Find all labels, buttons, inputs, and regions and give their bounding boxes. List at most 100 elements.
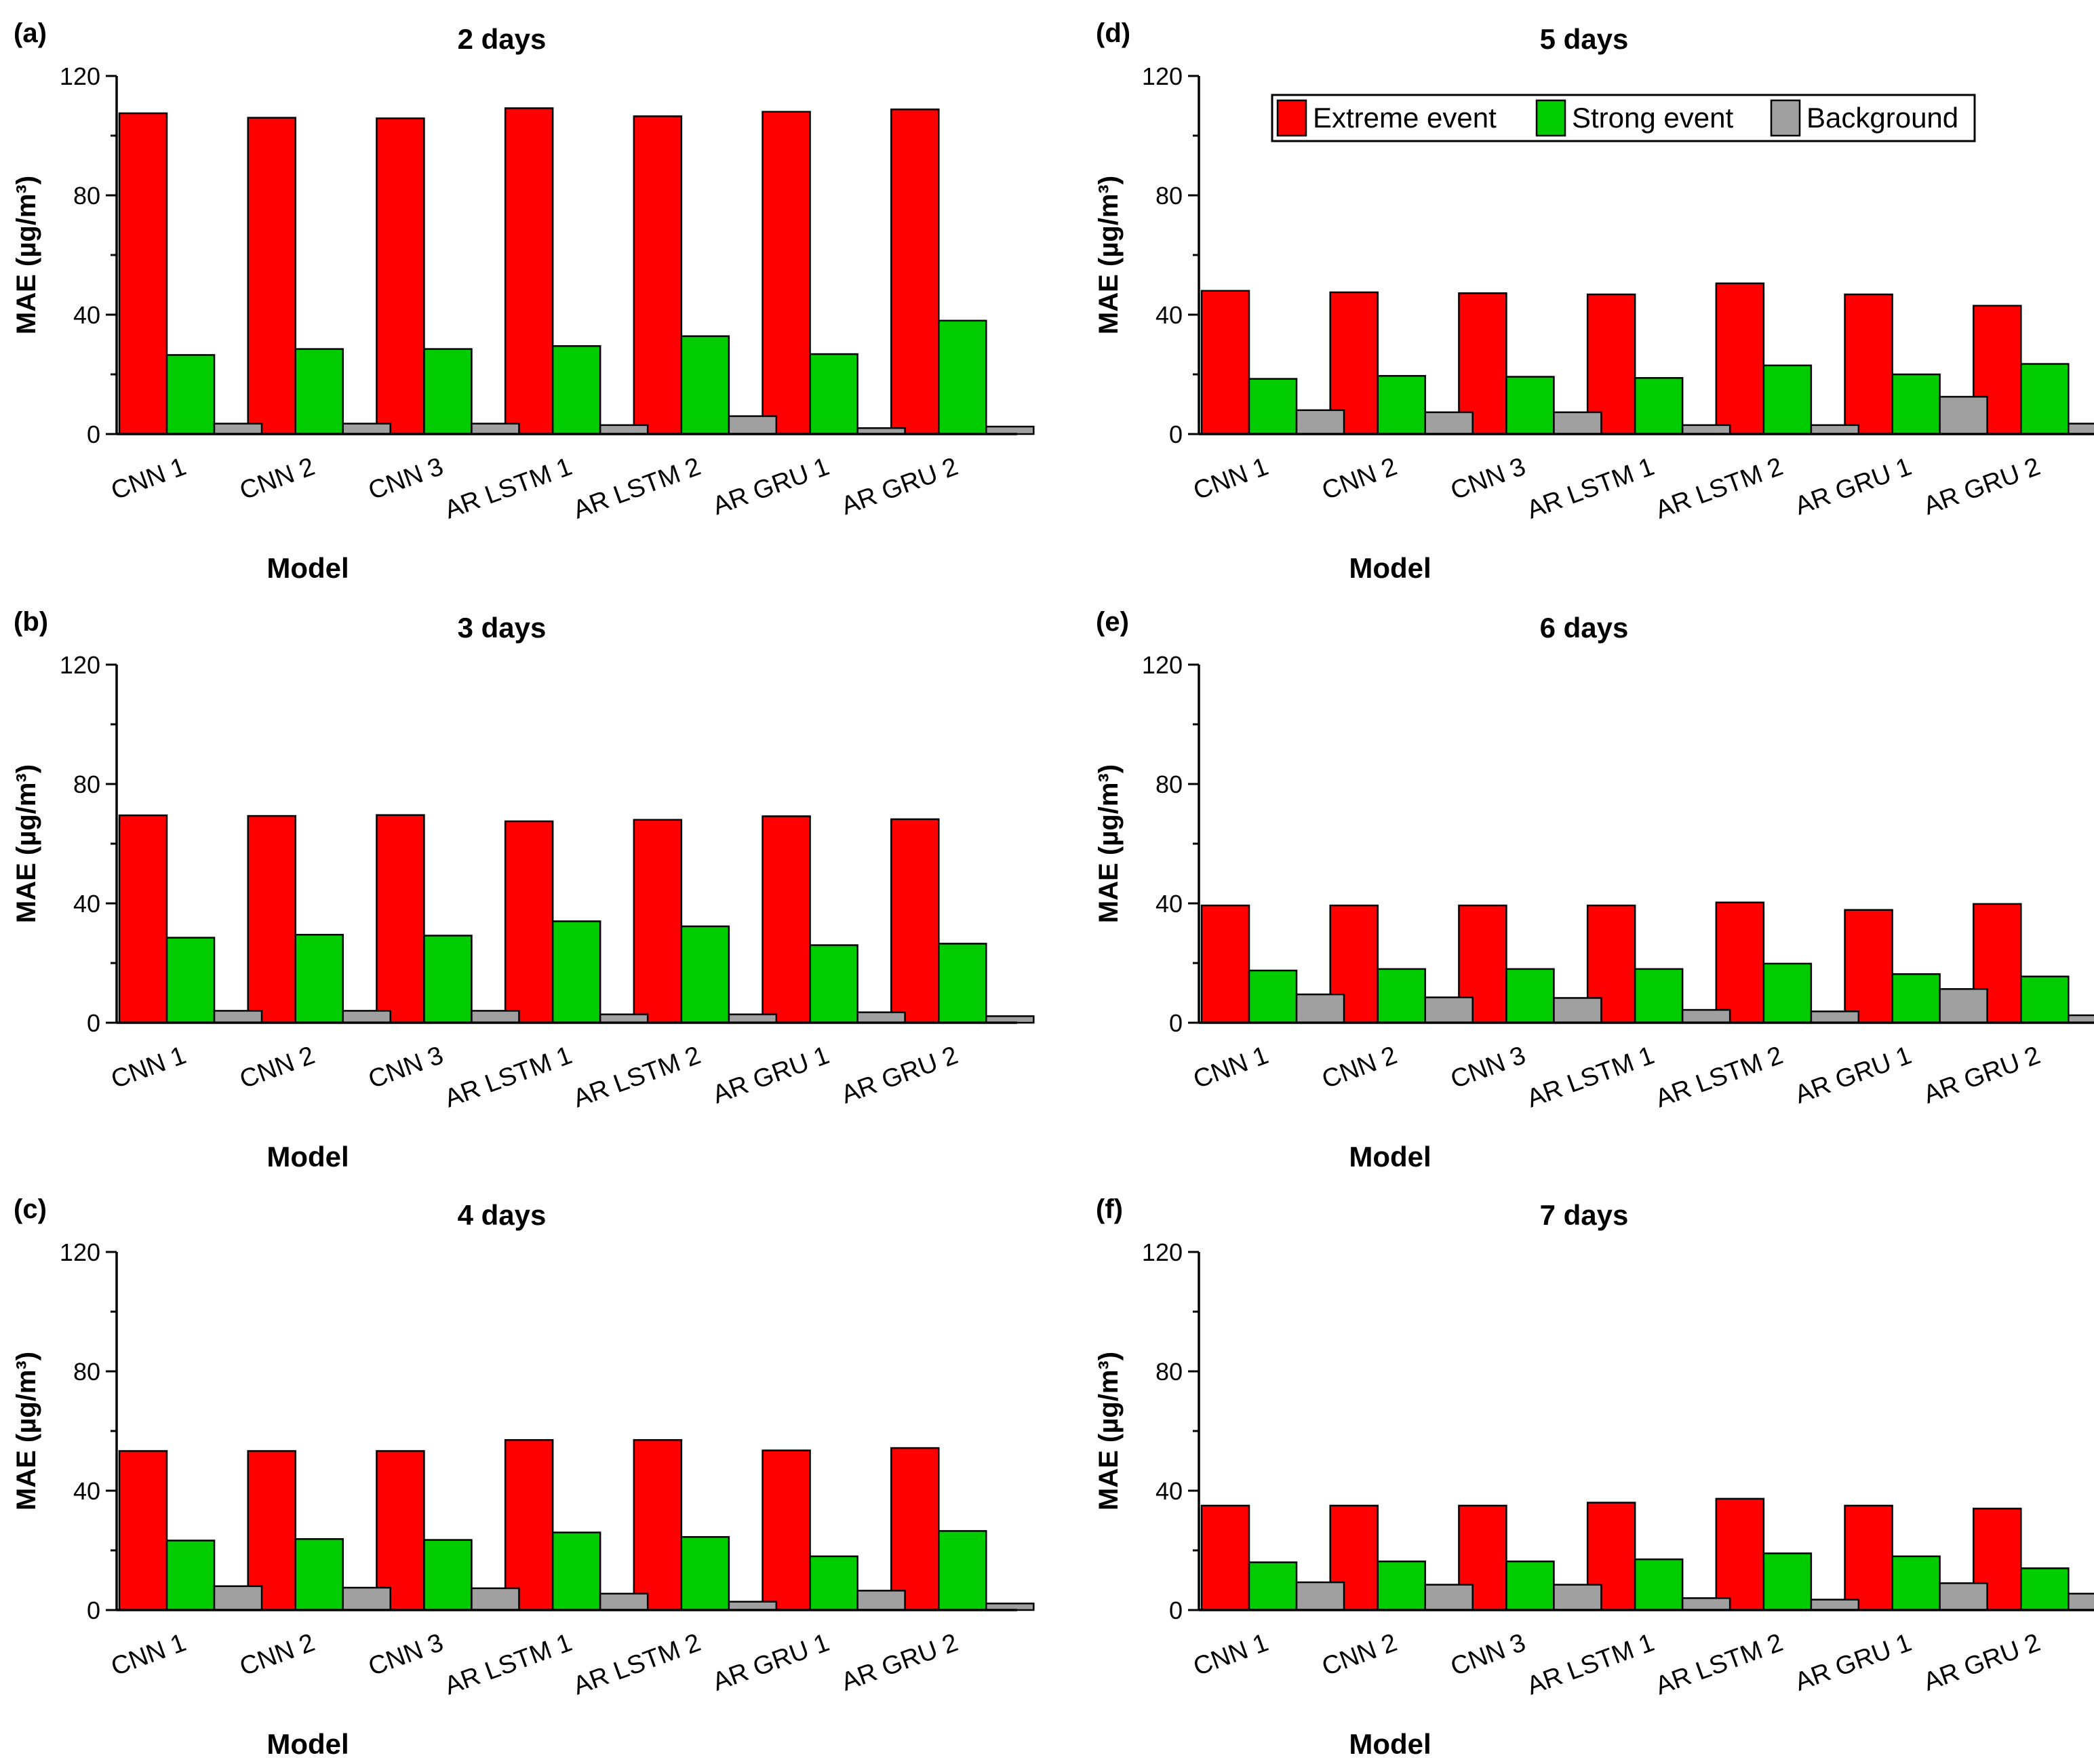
x-tick-label: AR GRU 1 [709, 1041, 833, 1110]
x-tick-label: CNN 1 [107, 452, 190, 505]
bar-strong-event [1248, 378, 1298, 435]
x-tick-label: AR GRU 1 [1791, 452, 1915, 521]
chart-title: 4 days [458, 1199, 547, 1231]
x-tick-label: CNN 1 [1189, 1041, 1272, 1094]
bar-background [1810, 424, 1860, 435]
y-tick-label: 0 [87, 420, 100, 448]
x-tick-label: AR LSTM 1 [1523, 1041, 1658, 1114]
bar-background [1810, 1011, 1860, 1024]
y-tick-label: 40 [1155, 890, 1183, 918]
chart-panel-4-days: (c) 4 days MAE (µg/m³) 0 40 80 120 CNN 1 CNN 2 CN… [12, 1194, 1035, 1760]
bar-background [728, 1601, 778, 1611]
bar-strong-event [1377, 1561, 1426, 1611]
y-tick-label: 0 [1169, 1009, 1183, 1037]
bar-strong-event [1762, 962, 1813, 1024]
y-tick-label: 120 [1142, 62, 1183, 90]
y-tick-label: 0 [1169, 1596, 1183, 1624]
bar-extreme-event [633, 115, 683, 435]
bar-extreme-event [504, 107, 554, 435]
bar-extreme-event [1715, 1497, 1765, 1611]
y-tick-label: 40 [1155, 1477, 1183, 1505]
x-tick-label: CNN 1 [107, 1041, 190, 1094]
bar-strong-event [938, 319, 987, 435]
panel-label: (a) [14, 18, 47, 48]
bar-background [1424, 411, 1474, 435]
bar-extreme-event [376, 814, 425, 1024]
bar-background [1939, 1582, 1988, 1611]
y-axis-label: MAE (µg/m³) [12, 176, 41, 334]
y-tick-label: 80 [1155, 1358, 1183, 1386]
bar-strong-event [1248, 969, 1298, 1024]
y-axis-label: MAE (µg/m³) [1094, 1352, 1124, 1510]
bar-background [471, 1587, 520, 1611]
x-tick-label: AR LSTM 2 [570, 452, 705, 525]
bar-strong-event [1377, 968, 1426, 1024]
bar-background [856, 1590, 906, 1611]
bar-background [728, 415, 778, 435]
chart-title: 7 days [1540, 1199, 1629, 1231]
x-tick-label: AR LSTM 1 [441, 452, 576, 525]
x-tick-label: AR GRU 2 [1920, 1041, 2044, 1110]
bar-background [1553, 1584, 1602, 1611]
x-tick-label: AR LSTM 1 [441, 1628, 576, 1701]
y-axis-label: MAE (µg/m³) [1094, 764, 1124, 923]
chart-panel-3-days: (b) 3 days MAE (µg/m³) 0 40 80 120 CNN 1 CNN 2 CN… [12, 607, 1035, 1173]
bar-extreme-event [890, 818, 940, 1024]
chart-panel-6-days: (e) 6 days MAE (µg/m³) 0 40 80 120 CNN 1 CNN 2 CN… [1094, 607, 2094, 1173]
bar-extreme-event [1458, 292, 1507, 435]
bar-strong-event [423, 348, 473, 435]
bar-extreme-event [890, 1447, 940, 1611]
y-tick-label: 120 [1142, 1238, 1183, 1266]
bar-background [1295, 1581, 1345, 1611]
y-tick-label: 80 [73, 1358, 100, 1386]
x-tick-label: AR GRU 1 [709, 452, 833, 521]
y-axis-label: MAE (µg/m³) [12, 764, 41, 923]
x-tick-label: CNN 2 [236, 1041, 319, 1094]
chart-panel-2-days: (a) 2 days MAE (µg/m³) 0 40 80 120 CNN 1 CNN 2 CN… [12, 18, 1035, 584]
x-tick-label: AR LSTM 1 [1523, 452, 1658, 525]
bar-background [1681, 424, 1731, 435]
chart-title: 5 days [1540, 23, 1629, 55]
y-tick-label: 120 [1142, 651, 1183, 679]
bar-extreme-event [376, 117, 425, 435]
x-tick-label: AR GRU 2 [1920, 452, 2044, 521]
bar-extreme-event [1715, 901, 1765, 1024]
x-tick-label: CNN 3 [1447, 452, 1530, 505]
bar-extreme-event [504, 1438, 554, 1611]
y-tick-label: 80 [73, 770, 100, 798]
bar-extreme-event [118, 1450, 168, 1611]
bar-background [1681, 1008, 1731, 1024]
bar-extreme-event [504, 820, 554, 1024]
chart-title: 2 days [458, 23, 547, 55]
legend-entry: Strong event [1572, 102, 1733, 134]
bar-background [2068, 423, 2094, 435]
bar-strong-event [551, 345, 601, 435]
bar-strong-event [1634, 968, 1684, 1024]
bar-strong-event [551, 920, 601, 1024]
x-tick-label: AR LSTM 2 [1652, 452, 1787, 525]
bar-background [1939, 395, 1988, 435]
x-tick-label: CNN 3 [365, 1041, 448, 1094]
bar-strong-event [165, 1540, 216, 1611]
bar-strong-event [1377, 374, 1426, 435]
bar-strong-event [1634, 377, 1684, 435]
bar-extreme-event [1844, 293, 1893, 435]
chart-panel-5-days: (d) 5 days MAE (µg/m³) 0 40 80 120 CNN 1 CNN 2 CN… [1094, 18, 2094, 584]
panel-label: (d) [1096, 18, 1130, 48]
y-tick-label: 0 [1169, 420, 1183, 448]
x-tick-label: AR GRU 2 [837, 1628, 962, 1697]
y-tick-label: 80 [73, 182, 100, 210]
x-tick-label: AR GRU 2 [837, 452, 962, 521]
bar-background [856, 1011, 906, 1024]
x-axis-label: Model [1349, 1728, 1431, 1760]
bar-background [471, 1010, 520, 1024]
bar-strong-event [294, 933, 344, 1024]
x-tick-label: AR LSTM 2 [570, 1628, 705, 1701]
chart-title: 6 days [1540, 612, 1629, 644]
bar-background [213, 1585, 263, 1611]
y-axis-label: MAE (µg/m³) [12, 1352, 41, 1510]
x-tick-label: AR GRU 1 [1791, 1628, 1915, 1697]
x-tick-label: CNN 2 [236, 1628, 319, 1681]
x-axis-label: Model [266, 1728, 349, 1760]
y-tick-label: 40 [1155, 301, 1183, 329]
